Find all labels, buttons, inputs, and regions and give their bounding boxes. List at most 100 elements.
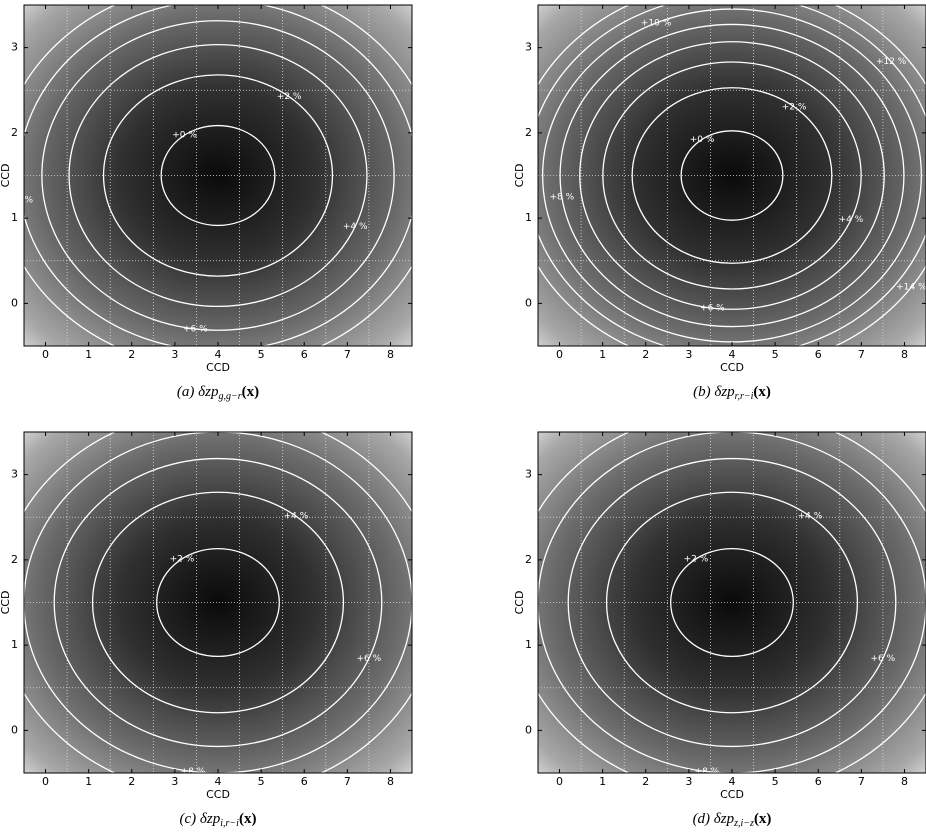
- caption-suffix: (x): [242, 384, 260, 400]
- contour-line: [156, 547, 280, 658]
- contour-line: [631, 87, 833, 264]
- contour-line: [541, 8, 923, 343]
- contour-label: +12 %: [876, 57, 907, 67]
- x-tick-label: 5: [772, 348, 779, 361]
- contour-label: +14 %: [896, 283, 926, 293]
- contour-line: [670, 547, 794, 658]
- y-tick-label: 2: [525, 126, 532, 139]
- y-tick-label: 3: [525, 41, 532, 54]
- x-tick-label: 8: [901, 348, 908, 361]
- contour-label: +0 %: [690, 135, 715, 145]
- y-tick-label: 2: [11, 126, 18, 139]
- caption-prefix: (a) δzp: [177, 384, 219, 400]
- heatmap: [24, 5, 412, 346]
- x-tick-label: 0: [556, 775, 563, 788]
- panel: +0 % +2 % +4 % +6 % +8 % +10 % +12 % +14 % 0 1 2 3 4…: [513, 4, 926, 402]
- contour-line: [559, 23, 905, 328]
- x-tick-label: 8: [387, 775, 394, 788]
- caption-subscript: r,r−i: [735, 391, 754, 402]
- panel: +2 % +4 % +6 % +8 % +10 % 0 1 2 3 4 5 6 7 8 0 1 2 3 CCD CCD…: [0, 431, 413, 829]
- contour-label: +10 %: [499, 625, 530, 635]
- x-axis-label: CCD: [720, 361, 744, 374]
- contours: +2 % +4 % +6 % +8 % +10 %: [499, 432, 926, 773]
- x-tick-label: 4: [215, 775, 222, 788]
- y-axis-label: CCD: [0, 591, 12, 615]
- contour-label: +2 %: [170, 554, 195, 564]
- x-tick-label: 6: [815, 775, 822, 788]
- y-tick-label: 1: [525, 638, 532, 651]
- x-tick-label: 2: [128, 775, 135, 788]
- y-tick-label: 0: [525, 296, 532, 309]
- contour-label: +4 %: [343, 222, 368, 232]
- contour-label: +10 %: [641, 19, 672, 29]
- y-tick-label: 1: [11, 638, 18, 651]
- x-tick-label: 7: [858, 348, 865, 361]
- contour-line: [160, 124, 276, 227]
- x-tick-label: 0: [42, 775, 49, 788]
- x-tick-label: 2: [128, 348, 135, 361]
- y-tick-label: 2: [11, 553, 18, 566]
- x-tick-label: 0: [42, 348, 49, 361]
- y-axis-label: CCD: [0, 164, 12, 188]
- y-tick-label: 0: [11, 296, 18, 309]
- contour-label: +8 %: [549, 192, 574, 202]
- x-tick-label: 7: [344, 775, 351, 788]
- y-tick-label: 0: [525, 723, 532, 736]
- x-tick-label: 3: [685, 775, 692, 788]
- contour-line: [579, 41, 885, 310]
- contour-line: [602, 61, 862, 290]
- y-tick-label: 3: [11, 468, 18, 481]
- contour-label: +0 %: [172, 131, 197, 141]
- contour-label: +8 %: [8, 196, 33, 206]
- contour-label: +2 %: [782, 102, 807, 112]
- caption-suffix: (x): [239, 811, 257, 827]
- contour-line: [91, 491, 345, 714]
- y-tick-label: 0: [11, 723, 18, 736]
- y-tick-label: 2: [525, 553, 532, 566]
- x-tick-label: 0: [556, 348, 563, 361]
- x-axis-label: CCD: [720, 788, 744, 801]
- contour-label: +4 %: [839, 215, 864, 225]
- contour-line: [68, 43, 368, 308]
- y-tick-label: 1: [525, 211, 532, 224]
- x-tick-label: 3: [171, 775, 178, 788]
- x-axis-label: CCD: [206, 361, 230, 374]
- x-tick-label: 6: [301, 348, 308, 361]
- y-axis-label: CCD: [513, 164, 526, 188]
- contour-label: +8 %: [181, 767, 206, 777]
- contour-label: +4 %: [284, 512, 309, 522]
- x-tick-label: 5: [258, 775, 265, 788]
- x-tick-label: 8: [901, 775, 908, 788]
- contour-label: +6 %: [871, 654, 896, 664]
- y-tick-label: 3: [525, 468, 532, 481]
- x-tick-label: 5: [772, 775, 779, 788]
- x-axis-label: CCD: [206, 788, 230, 801]
- contour-label: +10 %: [115, 0, 146, 4]
- panel: +2 % +4 % +6 % +8 % +10 % 0 1 2 3 4 5 6 7 8 0 1 2 3 CCD CCD…: [499, 431, 926, 829]
- caption: (d) δzpz,i−z(x): [693, 811, 772, 829]
- contour-line: [53, 457, 383, 748]
- y-axis-label: CCD: [513, 591, 526, 615]
- x-tick-label: 6: [815, 348, 822, 361]
- x-tick-label: 4: [215, 348, 222, 361]
- contour-label: +2 %: [277, 92, 302, 102]
- caption-subscript: i,r−i: [220, 818, 239, 829]
- caption-suffix: (x): [754, 811, 772, 827]
- contours: +2 % +4 % +6 % +8 % +10 %: [24, 432, 412, 777]
- caption-prefix: (b) δzp: [693, 384, 735, 400]
- x-tick-label: 5: [258, 348, 265, 361]
- x-tick-label: 1: [85, 348, 92, 361]
- x-tick-label: 7: [344, 348, 351, 361]
- x-tick-label: 8: [387, 348, 394, 361]
- x-tick-label: 6: [301, 775, 308, 788]
- caption: (b) δzpr,r−i(x): [693, 384, 771, 402]
- caption-suffix: (x): [753, 384, 771, 400]
- heatmap: [24, 432, 412, 773]
- x-tick-label: 2: [642, 775, 649, 788]
- caption-prefix: (d) δzp: [693, 811, 735, 827]
- caption-subscript: z,i−z: [733, 818, 754, 829]
- x-tick-label: 4: [729, 775, 736, 788]
- contour-line: [567, 457, 897, 748]
- contour-label: +6 %: [183, 324, 208, 334]
